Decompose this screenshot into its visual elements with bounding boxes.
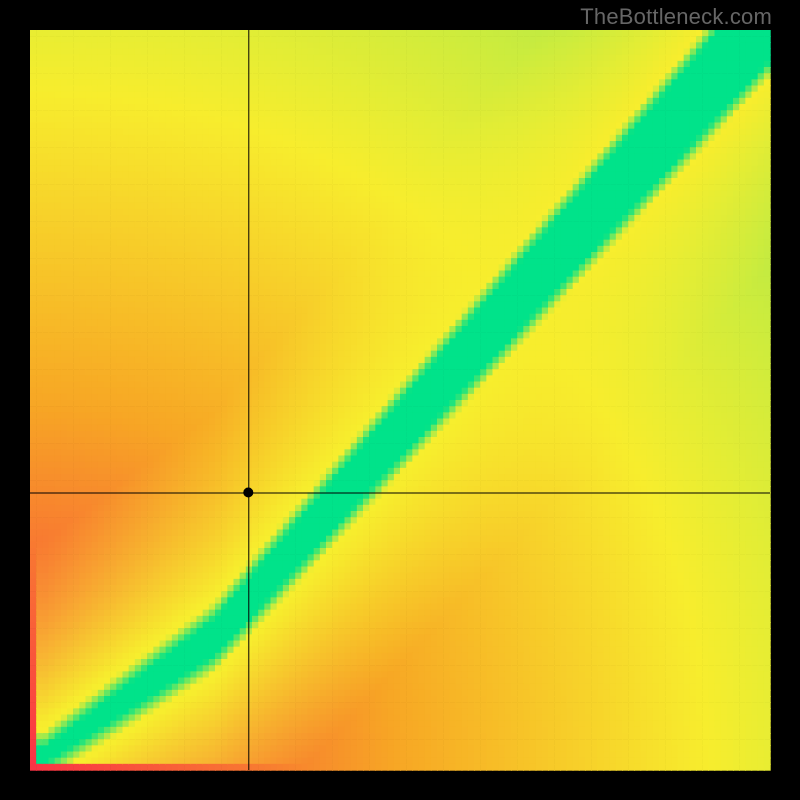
chart-container: TheBottleneck.com [0,0,800,800]
heatmap-canvas [0,0,800,800]
watermark-text: TheBottleneck.com [580,4,772,30]
